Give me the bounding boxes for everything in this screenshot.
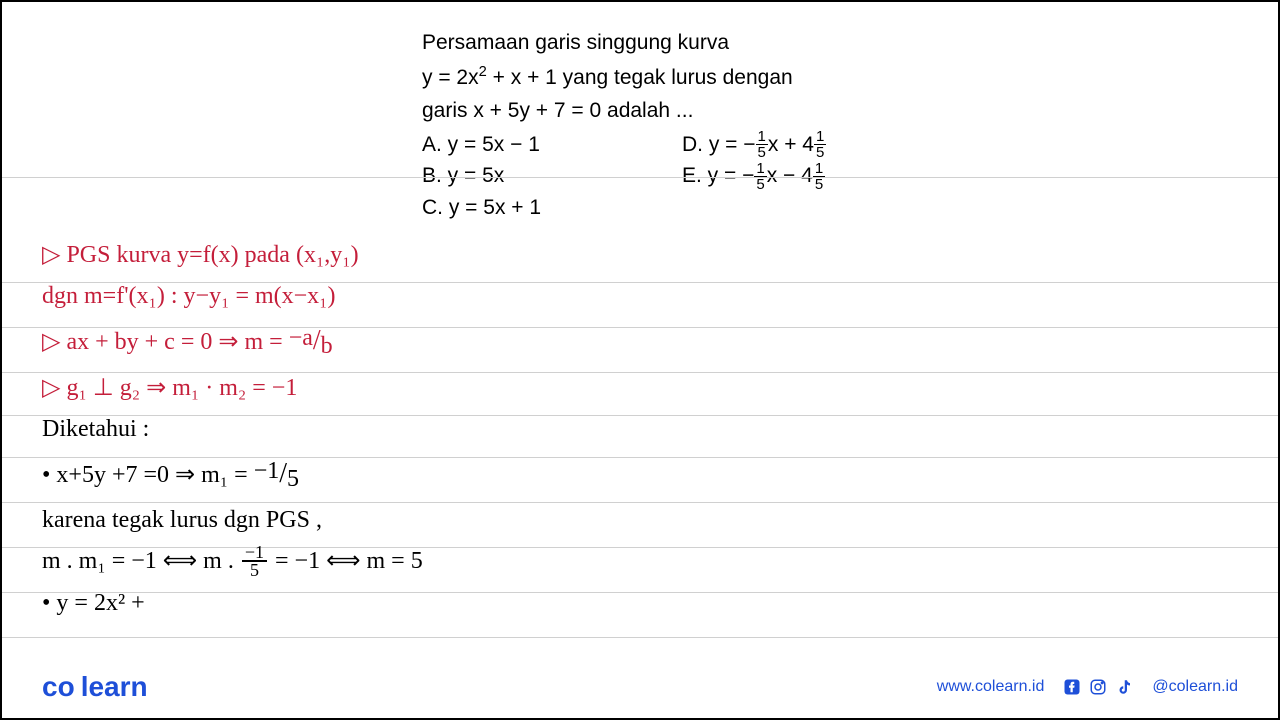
handwriting-block: ▷ PGS kurva y=f(x) pada (x₁,y₁) dgn m=f'… [42,237,423,626]
options-row-3: C. y = 5x + 1 [422,192,1238,224]
question-line-1: Persamaan garis singgung kurva [422,27,1238,59]
hw-rule-1: ▷ PGS kurva y=f(x) pada (x₁,y₁) [42,237,423,274]
page: Persamaan garis singgung kurva y = 2x2 +… [2,2,1278,718]
hw-rule-2: dgn m=f'(x₁) : y−y₁ = m(x−x₁) [42,278,423,315]
footer-handle: @colearn.id [1152,678,1238,696]
question-block: Persamaan garis singgung kurva y = 2x2 +… [422,27,1238,224]
logo-co: co [42,671,75,702]
footer-right: www.colearn.id @colearn.id [937,677,1238,697]
hw-rule-4: ▷ g₁ ⊥ g₂ ⇒ m₁ · m₂ = −1 [42,370,423,407]
hw-step-2: karena tegak lurus dgn PGS , [42,502,423,539]
facebook-icon [1062,677,1082,697]
hw-step-1: • x+5y +7 =0 ⇒ m₁ = −1/5 [42,452,423,498]
instagram-icon [1088,677,1108,697]
option-d: D. y = −15x + 415 [682,129,862,161]
footer: colearn www.colearn.id @colearn.id [2,671,1278,703]
options-row-1: A. y = 5x − 1 D. y = −15x + 415 [422,129,1238,161]
hw-rule-3: ▷ ax + by + c = 0 ⇒ m = −a/b [42,319,423,365]
social-icons [1062,677,1134,697]
option-c: C. y = 5x + 1 [422,192,602,224]
question-line-3: garis x + 5y + 7 = 0 adalah ... [422,95,1238,127]
options-row-2: B. y = 5x E. y = −15x − 415 [422,160,1238,192]
logo: colearn [42,671,148,703]
logo-learn: learn [81,671,148,702]
question-line-2: y = 2x2 + x + 1 yang tegak lurus dengan [422,61,1238,94]
option-a: A. y = 5x − 1 [422,129,602,161]
option-e: E. y = −15x − 415 [682,160,862,192]
footer-url: www.colearn.id [937,678,1045,696]
hw-step-4: • y = 2x² + [42,585,423,622]
option-b: B. y = 5x [422,160,602,192]
tiktok-icon [1114,677,1134,697]
hw-step-3: m . m₁ = −1 ⟺ m . −15 = −1 ⟺ m = 5 [42,543,423,580]
hw-given: Diketahui : [42,411,423,448]
